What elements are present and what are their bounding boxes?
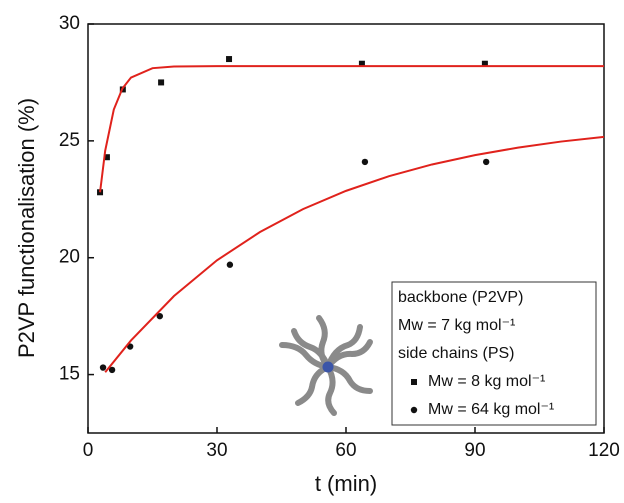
x-tick-label: 90 xyxy=(464,440,485,461)
data-point xyxy=(99,364,107,371)
data-point xyxy=(158,79,165,86)
legend-header: side chains (PS) xyxy=(398,345,515,362)
data-point xyxy=(108,366,116,374)
legend-header: Mw = 7 kg mol⁻¹ xyxy=(398,317,515,334)
legend-marker xyxy=(411,379,417,385)
legend-box xyxy=(391,281,597,426)
y-tick-label: 20 xyxy=(59,247,80,268)
y-tick-label: 15 xyxy=(59,364,80,385)
legend-label: Mw = 8 kg mol⁻¹ xyxy=(428,373,545,390)
x-tick-label: 0 xyxy=(83,440,94,461)
star-polymer-icon xyxy=(279,315,373,416)
x-tick-label: 120 xyxy=(588,440,620,461)
y-tick-label: 30 xyxy=(59,13,80,34)
data-point xyxy=(156,312,164,320)
legend-label: Mw = 64 kg mol⁻¹ xyxy=(428,401,554,418)
legend-header: backbone (P2VP) xyxy=(398,289,523,306)
star-core xyxy=(322,361,334,373)
x-tick-label: 30 xyxy=(206,440,227,461)
data-point xyxy=(482,158,490,166)
data-point xyxy=(103,154,110,161)
data-point xyxy=(481,60,488,67)
legend-marker xyxy=(410,406,418,414)
y-axis-label: P2VP functionalisation (%) xyxy=(14,98,39,358)
data-point xyxy=(226,56,233,63)
fit-line xyxy=(104,135,605,373)
y-tick-label: 25 xyxy=(59,130,80,151)
data-point xyxy=(361,158,369,166)
data-point xyxy=(358,60,365,67)
fit-line xyxy=(99,65,604,193)
data-point xyxy=(226,261,234,268)
x-axis-label: t (min) xyxy=(315,471,377,496)
x-tick-label: 60 xyxy=(335,440,356,461)
